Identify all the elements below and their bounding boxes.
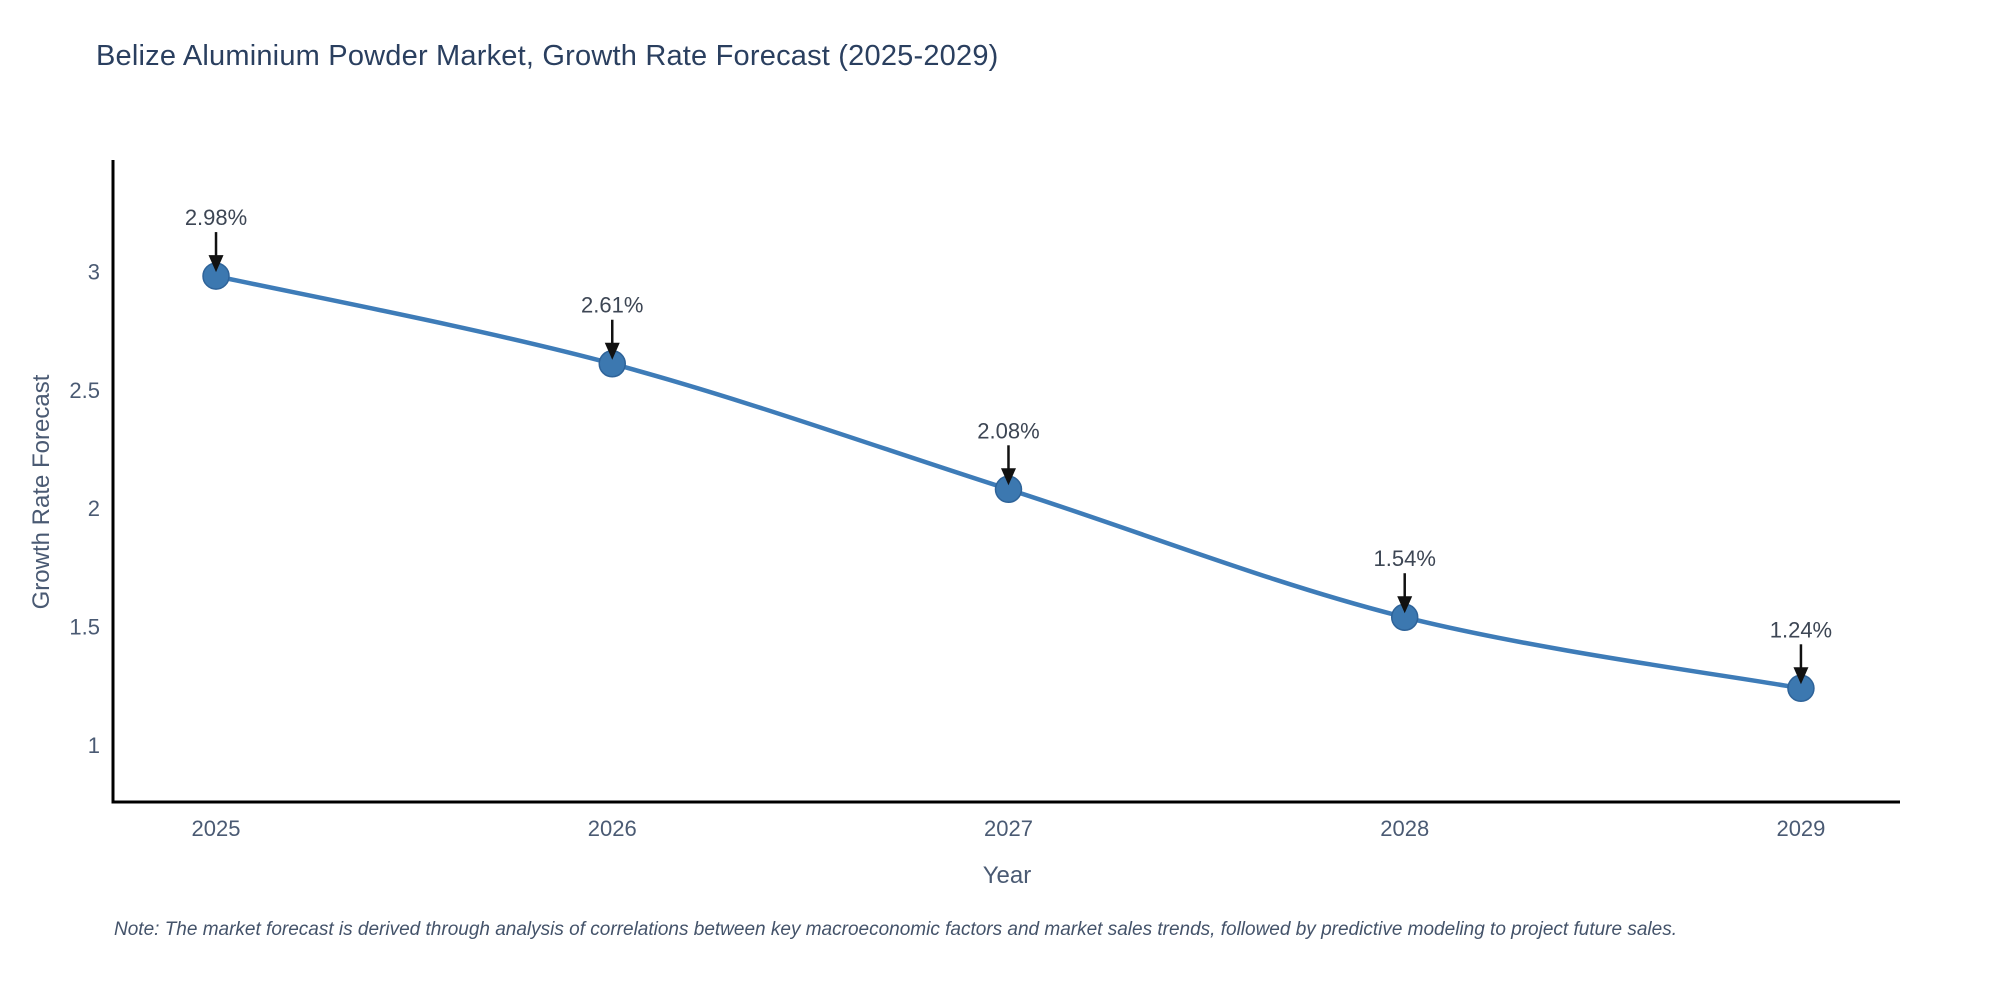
y-tick-label: 1 <box>88 733 100 758</box>
x-tick-label: 2027 <box>984 816 1033 841</box>
y-tick-label: 3 <box>88 259 100 284</box>
annotation-arrowhead <box>604 342 620 360</box>
data-point-label: 1.24% <box>1770 617 1832 642</box>
y-tick-label: 1.5 <box>69 615 100 640</box>
x-axis-title: Year <box>982 862 1032 889</box>
x-tick-label: 2029 <box>1776 816 1825 841</box>
data-point-label: 2.08% <box>977 418 1039 443</box>
y-axis-title: Growth Rate Forecast <box>28 374 55 610</box>
annotation-arrowhead <box>1000 468 1016 486</box>
x-tick-label: 2028 <box>1380 816 1429 841</box>
x-tick-label: 2025 <box>192 816 241 841</box>
data-point-label: 2.98% <box>185 205 247 230</box>
y-tick-label: 2 <box>88 496 100 521</box>
y-tick-label: 2.5 <box>69 378 100 403</box>
annotation-arrowhead <box>1793 667 1809 685</box>
annotation-arrowhead <box>1397 596 1413 614</box>
chart-note: Note: The market forecast is derived thr… <box>114 919 1677 940</box>
chart-title: Belize Aluminium Powder Market, Growth R… <box>96 40 999 72</box>
data-point-label: 2.61% <box>581 293 643 318</box>
x-tick-label: 2026 <box>588 816 637 841</box>
data-point-label: 1.54% <box>1374 546 1436 571</box>
annotation-arrowhead <box>208 255 224 273</box>
